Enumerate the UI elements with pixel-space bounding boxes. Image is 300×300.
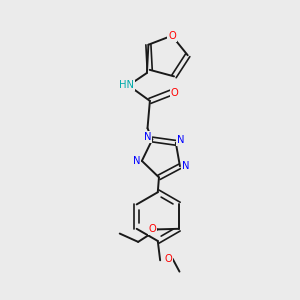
- Text: O: O: [171, 88, 179, 98]
- Text: HN: HN: [119, 80, 134, 90]
- Text: N: N: [133, 156, 140, 166]
- Text: O: O: [149, 224, 157, 234]
- Text: O: O: [164, 254, 172, 264]
- Text: N: N: [144, 132, 152, 142]
- Text: O: O: [168, 31, 176, 41]
- Text: N: N: [182, 161, 189, 171]
- Text: N: N: [176, 136, 184, 146]
